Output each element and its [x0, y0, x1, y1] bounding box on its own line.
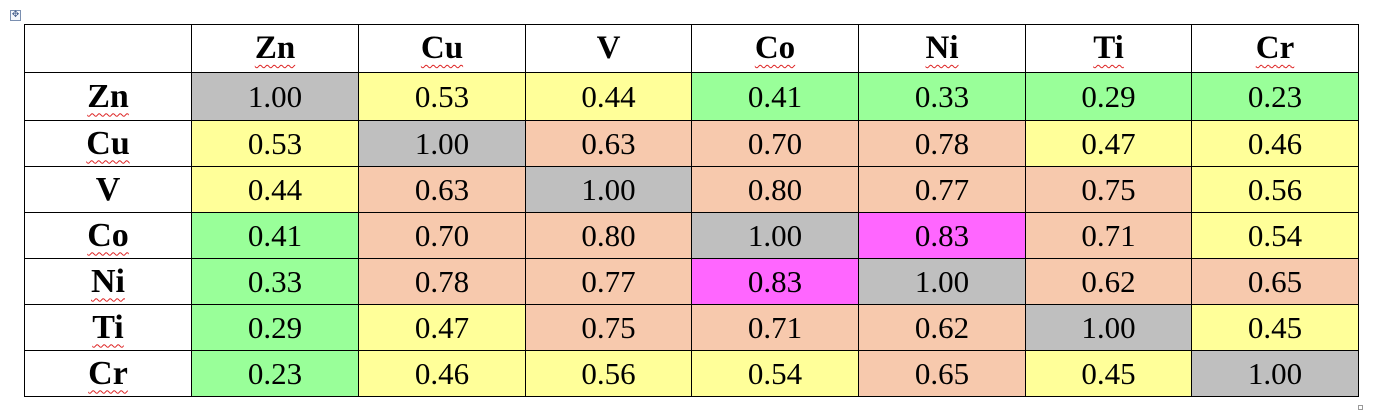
correlation-cell: 0.80 — [691, 166, 859, 213]
row-header-label: Cu — [86, 124, 130, 162]
correlation-cell: 0.62 — [858, 304, 1026, 351]
correlation-cell: 1.00 — [691, 212, 859, 259]
correlation-cell: 0.53 — [358, 72, 526, 121]
correlation-cell: 0.83 — [691, 258, 859, 305]
table-row: Zn 1.00 0.53 0.44 0.41 0.33 0.29 0.23 — [24, 72, 1359, 121]
corner-cell — [24, 24, 192, 73]
column-header-label: Ti — [1093, 30, 1124, 66]
correlation-cell: 0.56 — [1191, 166, 1359, 213]
row-header-label: Zn — [87, 77, 129, 115]
correlation-cell: 1.00 — [858, 258, 1026, 305]
correlation-cell: 0.65 — [858, 350, 1026, 397]
correlation-cell: 0.62 — [1025, 258, 1192, 305]
correlation-cell: 0.29 — [1025, 72, 1192, 121]
row-header-label: V — [95, 170, 121, 208]
row-header-label: Ni — [91, 262, 125, 300]
row-header: Ni — [24, 258, 192, 305]
correlation-cell: 1.00 — [525, 166, 692, 213]
correlation-cell: 0.33 — [191, 258, 359, 305]
correlation-cell: 0.54 — [1191, 212, 1359, 259]
correlation-cell: 0.46 — [1191, 120, 1359, 167]
column-header-label: Co — [754, 30, 796, 66]
table-row: Ni 0.33 0.78 0.77 0.83 1.00 0.62 0.65 — [24, 258, 1359, 305]
column-header: Co — [691, 24, 859, 73]
correlation-cell: 0.77 — [525, 258, 692, 305]
row-header: Co — [24, 212, 192, 259]
correlation-cell: 0.41 — [191, 212, 359, 259]
row-header: V — [24, 166, 192, 213]
column-header-label: Cr — [1255, 30, 1295, 66]
table-row: Cr 0.23 0.46 0.56 0.54 0.65 0.45 1.00 — [24, 350, 1359, 397]
correlation-cell: 0.63 — [358, 166, 526, 213]
row-header-label: Co — [87, 216, 129, 254]
row-header: Ti — [24, 304, 192, 351]
correlation-cell: 0.75 — [525, 304, 692, 351]
table-row: Ti 0.29 0.47 0.75 0.71 0.62 1.00 0.45 — [24, 304, 1359, 351]
row-header-label: Cr — [88, 354, 128, 392]
table-row: Cu 0.53 1.00 0.63 0.70 0.78 0.47 0.46 — [24, 120, 1359, 167]
correlation-cell: 1.00 — [1191, 350, 1359, 397]
column-header-label: V — [596, 30, 621, 66]
column-header: Zn — [191, 24, 359, 73]
correlation-cell: 0.56 — [525, 350, 692, 397]
correlation-cell: 0.70 — [358, 212, 526, 259]
correlation-cell: 0.41 — [691, 72, 859, 121]
column-header: Ti — [1025, 24, 1192, 73]
row-header-label: Ti — [92, 308, 124, 346]
table-move-handle-icon[interactable]: ✥ — [10, 10, 21, 21]
correlation-cell: 0.65 — [1191, 258, 1359, 305]
header-row: Zn Cu V Co Ni Ti Cr — [24, 24, 1359, 73]
correlation-cell: 1.00 — [191, 72, 359, 121]
column-header-label: Cu — [420, 30, 464, 66]
correlation-cell: 0.78 — [858, 120, 1026, 167]
correlation-cell: 1.00 — [358, 120, 526, 167]
column-header: Ni — [858, 24, 1026, 73]
table-body: Zn 1.00 0.53 0.44 0.41 0.33 0.29 0.23 Cu 0.53 1.00… — [24, 72, 1359, 397]
correlation-cell: 0.54 — [691, 350, 859, 397]
row-header: Zn — [24, 72, 192, 121]
table-resize-handle[interactable] — [1358, 405, 1363, 410]
correlation-cell: 0.29 — [191, 304, 359, 351]
correlation-cell: 0.23 — [191, 350, 359, 397]
correlation-table: Zn Cu V Co Ni Ti Cr Zn 1.00 0.53 0.44 0.41 0.… — [24, 24, 1359, 397]
correlation-cell: 0.45 — [1025, 350, 1192, 397]
correlation-cell: 0.71 — [691, 304, 859, 351]
row-header: Cu — [24, 120, 192, 167]
correlation-cell: 0.44 — [191, 166, 359, 213]
correlation-cell: 0.83 — [858, 212, 1026, 259]
column-header: V — [525, 24, 692, 73]
table-row: Co 0.41 0.70 0.80 1.00 0.83 0.71 0.54 — [24, 212, 1359, 259]
correlation-cell: 0.63 — [525, 120, 692, 167]
correlation-cell: 0.44 — [525, 72, 692, 121]
correlation-cell: 0.75 — [1025, 166, 1192, 213]
correlation-cell: 0.46 — [358, 350, 526, 397]
column-header: Cr — [1191, 24, 1359, 73]
correlation-cell: 0.78 — [358, 258, 526, 305]
row-header: Cr — [24, 350, 192, 397]
table-row: V 0.44 0.63 1.00 0.80 0.77 0.75 0.56 — [24, 166, 1359, 213]
correlation-cell: 0.77 — [858, 166, 1026, 213]
correlation-cell: 0.47 — [358, 304, 526, 351]
correlation-cell: 0.23 — [1191, 72, 1359, 121]
correlation-cell: 0.33 — [858, 72, 1026, 121]
correlation-cell: 1.00 — [1025, 304, 1192, 351]
column-header-label: Ni — [925, 30, 959, 66]
column-header: Cu — [358, 24, 526, 73]
column-header-label: Zn — [254, 30, 296, 66]
correlation-cell: 0.80 — [525, 212, 692, 259]
correlation-cell: 0.47 — [1025, 120, 1192, 167]
correlation-cell: 0.45 — [1191, 304, 1359, 351]
correlation-cell: 0.71 — [1025, 212, 1192, 259]
correlation-cell: 0.70 — [691, 120, 859, 167]
correlation-cell: 0.53 — [191, 120, 359, 167]
